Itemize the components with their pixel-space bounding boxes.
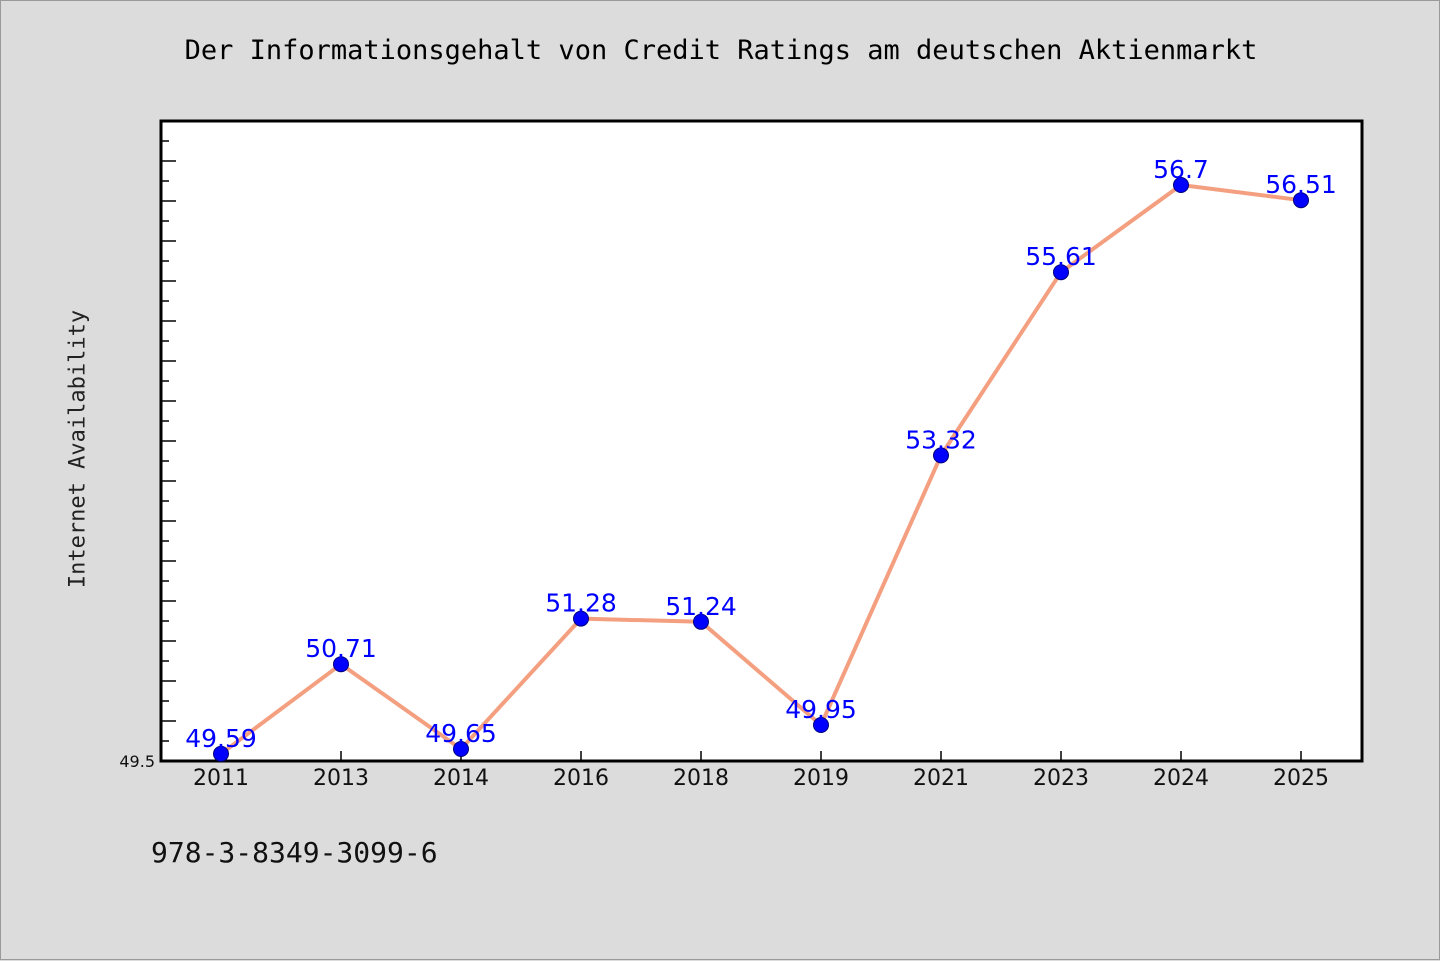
x-tick-label: 2011 <box>193 766 249 791</box>
x-tick-label: 2018 <box>673 766 729 791</box>
data-label: 53.32 <box>905 425 977 454</box>
data-point <box>933 447 949 464</box>
x-tick-label: 2024 <box>1153 766 1209 791</box>
x-tick-label: 2025 <box>1273 766 1329 791</box>
x-tick-label: 2016 <box>553 766 609 791</box>
data-markers <box>213 177 1309 762</box>
x-tick-label: 2023 <box>1033 766 1089 791</box>
y-axis-ticks: 49.5 <box>119 120 176 771</box>
data-point <box>693 613 709 630</box>
x-tick-label: 2013 <box>313 766 369 791</box>
plot-background <box>159 119 1364 763</box>
x-tick-label: 2021 <box>913 766 969 791</box>
data-point <box>213 745 229 762</box>
data-label: 49.65 <box>425 719 497 748</box>
data-label: 49.95 <box>785 695 857 724</box>
data-label: 56.51 <box>1265 170 1337 199</box>
data-label: 56.7 <box>1153 155 1209 184</box>
y-tick-label: 49.5 <box>119 752 155 771</box>
chart-title: Der Informationsgehalt von Credit Rating… <box>184 35 1258 66</box>
data-point <box>453 741 469 757</box>
data-label: 55.61 <box>1025 242 1097 271</box>
data-label: 50.71 <box>305 634 377 663</box>
data-point <box>573 610 589 627</box>
data-point <box>1293 192 1309 209</box>
x-tick-label: 2019 <box>793 766 849 791</box>
isbn-footer: 978-3-8349-3099-6 <box>151 836 438 869</box>
data-label: 51.24 <box>665 592 737 621</box>
data-point <box>1053 264 1069 281</box>
series-line <box>219 183 1302 756</box>
data-point <box>333 656 349 673</box>
x-axis-ticks: 2011 2013 2014 2016 2018 2019 2021 2023 2024 2025 <box>193 751 1329 791</box>
data-point <box>1173 177 1189 193</box>
data-label: 51.28 <box>545 589 617 618</box>
data-label: 49.59 <box>185 724 257 753</box>
data-labels: 49.59 50.71 49.65 51.28 51.24 49.95 53.32 55.61… <box>185 155 1337 753</box>
x-tick-label: 2014 <box>433 766 489 791</box>
data-point <box>813 717 829 733</box>
